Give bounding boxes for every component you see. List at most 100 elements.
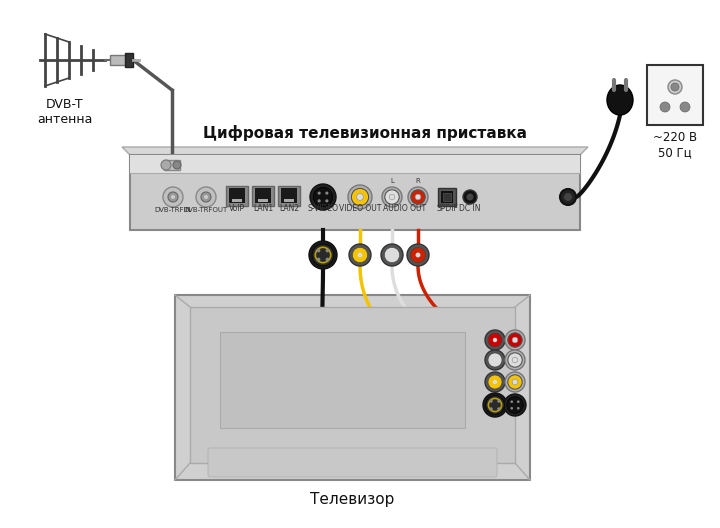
- Text: DVB-TRFIN: DVB-TRFIN: [155, 207, 192, 213]
- Text: VIDEO OUT: VIDEO OUT: [339, 204, 381, 213]
- FancyBboxPatch shape: [175, 295, 530, 480]
- Text: DC IN: DC IN: [459, 204, 481, 213]
- Text: LAN1: LAN1: [253, 204, 273, 213]
- Text: S-VIDEO: S-VIDEO: [307, 204, 338, 213]
- FancyBboxPatch shape: [208, 448, 497, 477]
- Circle shape: [490, 407, 492, 410]
- Circle shape: [201, 192, 211, 202]
- Circle shape: [490, 400, 492, 403]
- Circle shape: [492, 338, 498, 342]
- Circle shape: [415, 194, 420, 200]
- Circle shape: [318, 199, 320, 202]
- Circle shape: [485, 372, 505, 392]
- FancyBboxPatch shape: [130, 155, 580, 230]
- Circle shape: [507, 397, 523, 413]
- Circle shape: [408, 187, 428, 207]
- Circle shape: [504, 394, 526, 416]
- Circle shape: [498, 400, 500, 403]
- Bar: [284, 199, 294, 202]
- Circle shape: [512, 357, 518, 363]
- Bar: [278, 186, 300, 206]
- Bar: [438, 188, 456, 206]
- Circle shape: [325, 199, 328, 202]
- Circle shape: [312, 244, 334, 266]
- Circle shape: [161, 160, 171, 170]
- Text: R: R: [415, 178, 420, 184]
- Circle shape: [680, 102, 690, 112]
- Circle shape: [410, 247, 426, 263]
- Circle shape: [498, 407, 500, 410]
- FancyBboxPatch shape: [220, 332, 465, 428]
- Circle shape: [508, 375, 522, 389]
- Circle shape: [173, 161, 181, 169]
- Circle shape: [168, 192, 178, 202]
- Circle shape: [485, 350, 505, 370]
- Circle shape: [390, 194, 395, 200]
- Circle shape: [510, 400, 513, 403]
- Text: AUDIO OUT: AUDIO OUT: [384, 204, 426, 213]
- Bar: [226, 186, 248, 206]
- Circle shape: [517, 400, 520, 403]
- Text: VoIP: VoIP: [229, 204, 245, 213]
- Circle shape: [204, 195, 208, 199]
- Circle shape: [352, 247, 368, 263]
- Circle shape: [325, 258, 329, 261]
- Bar: [125, 53, 133, 67]
- Text: SPDIF: SPDIF: [436, 204, 458, 213]
- Bar: [258, 199, 268, 202]
- Circle shape: [505, 350, 525, 370]
- Circle shape: [163, 187, 183, 207]
- FancyBboxPatch shape: [190, 307, 515, 463]
- Text: DVB-T
антенна: DVB-T антенна: [37, 98, 93, 126]
- Text: Цифровая телевизионная приставка: Цифровая телевизионная приставка: [203, 125, 527, 141]
- Circle shape: [348, 185, 372, 209]
- Bar: [252, 186, 274, 206]
- Circle shape: [382, 187, 402, 207]
- Circle shape: [485, 330, 505, 350]
- Circle shape: [564, 193, 572, 201]
- Circle shape: [510, 407, 513, 410]
- Text: Телевизор: Телевизор: [310, 492, 395, 507]
- Circle shape: [317, 258, 320, 261]
- Circle shape: [660, 102, 670, 112]
- Circle shape: [325, 249, 329, 252]
- Ellipse shape: [607, 85, 633, 115]
- Circle shape: [349, 244, 371, 266]
- Circle shape: [483, 393, 507, 417]
- Circle shape: [512, 337, 518, 343]
- Text: ~220 В
50 Гц: ~220 В 50 Гц: [653, 131, 697, 159]
- Bar: [164, 160, 180, 170]
- Circle shape: [492, 358, 498, 362]
- Circle shape: [508, 333, 522, 347]
- Circle shape: [310, 184, 336, 210]
- Text: LAN2: LAN2: [279, 204, 299, 213]
- Circle shape: [463, 190, 477, 204]
- Circle shape: [517, 407, 520, 410]
- Circle shape: [384, 190, 399, 204]
- Bar: [443, 193, 451, 201]
- Bar: [281, 188, 297, 203]
- Circle shape: [411, 190, 426, 204]
- Circle shape: [171, 195, 175, 199]
- Circle shape: [356, 194, 364, 200]
- Text: DVB-TRFOUT: DVB-TRFOUT: [184, 207, 228, 213]
- Circle shape: [485, 395, 504, 414]
- Polygon shape: [122, 147, 588, 155]
- Circle shape: [668, 80, 682, 94]
- Circle shape: [508, 353, 522, 367]
- Circle shape: [671, 83, 679, 91]
- Circle shape: [384, 247, 400, 263]
- Circle shape: [351, 188, 369, 205]
- Circle shape: [488, 353, 502, 367]
- Circle shape: [492, 380, 498, 384]
- Bar: [441, 191, 453, 203]
- Bar: [232, 199, 242, 202]
- Circle shape: [512, 379, 518, 385]
- Circle shape: [325, 192, 328, 195]
- Circle shape: [505, 330, 525, 350]
- FancyBboxPatch shape: [647, 65, 703, 125]
- Circle shape: [415, 252, 420, 258]
- Circle shape: [309, 241, 337, 269]
- Circle shape: [390, 252, 395, 258]
- Circle shape: [505, 372, 525, 392]
